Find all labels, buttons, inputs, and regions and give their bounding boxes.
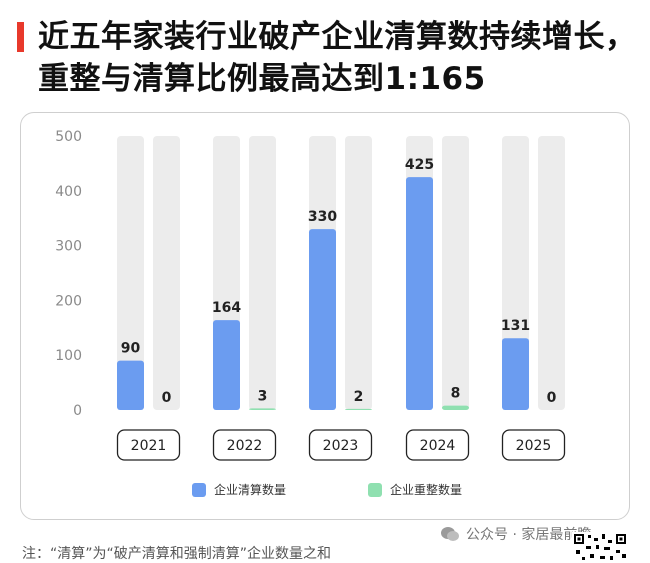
bar-clear [213, 320, 240, 410]
bar-track [153, 136, 180, 410]
bar-clear [502, 338, 529, 410]
y-tick-label: 300 [55, 239, 82, 255]
data-label: 3 [258, 388, 268, 404]
data-label: 131 [501, 318, 530, 334]
data-label: 0 [162, 390, 172, 406]
data-label: 164 [212, 300, 241, 316]
data-label: 330 [308, 209, 337, 225]
legend-item-clear: 企业清算数量 [192, 481, 286, 498]
bar-track [249, 136, 276, 410]
category-pill [116, 429, 181, 461]
bar-reorg [442, 405, 469, 410]
wechat-icon [441, 527, 459, 541]
footnote: 注：“清算”为“破产清算和强制清算”企业数量之和 [22, 546, 332, 562]
x-tick-label: 2022 [227, 438, 263, 454]
y-tick-label: 500 [55, 129, 82, 145]
category-pill [501, 429, 566, 461]
page-title: 近五年家装行业破产企业清算数持续增长，重整与清算比例最高达到1:165 [38, 19, 637, 97]
data-label: 0 [547, 390, 557, 406]
x-tick-label: 2023 [323, 438, 359, 454]
bar-clear [406, 177, 433, 410]
legend-label-clear: 企业清算数量 [214, 483, 287, 497]
category-pill [212, 429, 277, 461]
data-label: 425 [405, 157, 434, 173]
bar-clear [309, 229, 336, 410]
qr-code-image [572, 532, 628, 562]
watermark-text: 公众号 · 家居最前瞻 [466, 527, 592, 543]
category-pill [308, 429, 373, 461]
bar-track [117, 136, 144, 410]
bar-track [538, 136, 565, 410]
bar-track [345, 136, 372, 410]
bar-clear [117, 360, 144, 410]
watermark: 公众号 · 家居最前瞻 [440, 524, 591, 544]
data-label: 90 [121, 341, 141, 357]
legend-item-reorg: 企业重整数量 [368, 481, 462, 498]
y-tick-label: 200 [55, 293, 82, 309]
x-tick-label: 2025 [516, 438, 552, 454]
x-tick-label: 2021 [131, 438, 167, 454]
legend-swatch-reorg [368, 482, 382, 497]
bar-reorg [249, 408, 276, 410]
y-tick-label: 100 [55, 348, 82, 364]
title-accent-bar [17, 22, 24, 52]
bar-track [442, 136, 469, 410]
y-tick-label: 0 [73, 403, 82, 419]
data-label: 2 [354, 389, 364, 405]
data-label: 8 [451, 386, 461, 402]
y-tick-label: 400 [55, 184, 82, 200]
legend-swatch-clear [192, 482, 206, 497]
legend-label-reorg: 企业重整数量 [390, 483, 463, 497]
x-tick-label: 2024 [420, 438, 456, 454]
bar-reorg [345, 408, 372, 410]
category-pill [405, 429, 470, 461]
